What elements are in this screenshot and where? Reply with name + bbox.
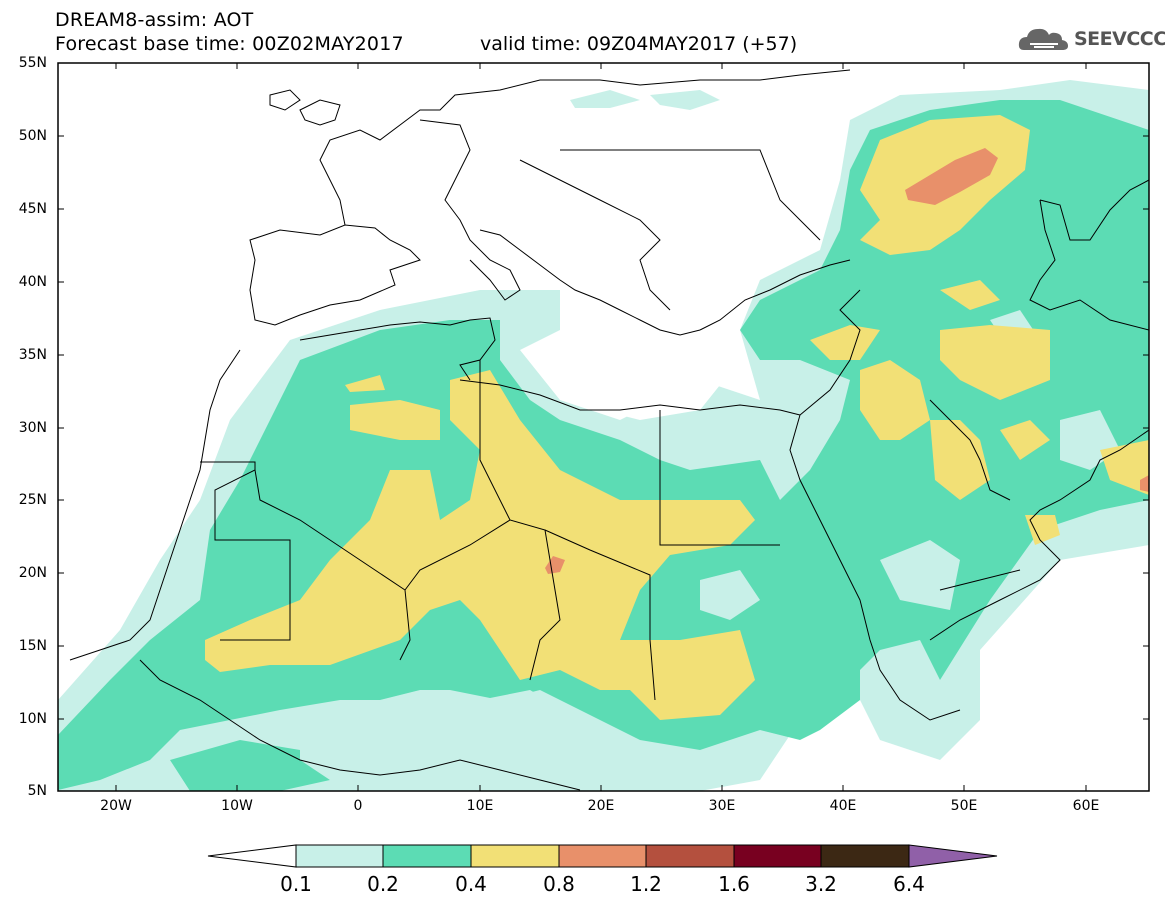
lat-label-35n: 35N [18, 347, 47, 363]
lat-label-20n: 20N [18, 565, 47, 581]
lon-label-20e: 20E [587, 798, 615, 814]
colorbar-label-0.2: 0.2 [367, 872, 399, 896]
colorbar [207, 844, 998, 868]
logo-text: SEEVCCC [1074, 28, 1165, 50]
lon-label-20w: 20W [100, 798, 132, 814]
aot-contour-0.4 [205, 370, 755, 720]
colorbar-label-0.8: 0.8 [543, 872, 575, 896]
lon-label-0: 0 [353, 798, 363, 814]
lon-label-10e: 10E [466, 798, 494, 814]
lon-label-40e: 40E [829, 798, 857, 814]
colorbar-bin-6 [733, 844, 822, 868]
lon-label-60e: 60E [1072, 798, 1100, 814]
lon-label-10w: 10W [221, 798, 253, 814]
forecast-base-time: Forecast base time: 00Z02MAY2017 [55, 33, 404, 55]
valid-time: valid time: 09Z04MAY2017 (+57) [480, 33, 798, 55]
colorbar-label-0.4: 0.4 [455, 872, 487, 896]
map-title: DREAM8-assim: AOT [55, 9, 254, 31]
colorbar-label-1.2: 1.2 [630, 872, 662, 896]
aot-field [58, 63, 1149, 791]
lat-label-10n: 10N [18, 711, 47, 727]
colorbar-bin-1 [295, 844, 384, 868]
cloud-icon [1018, 28, 1068, 50]
colorbar-above-triangle [908, 844, 998, 868]
lat-label-25n: 25N [18, 492, 47, 508]
colorbar-label-6.4: 6.4 [893, 872, 925, 896]
colorbar-label-3.2: 3.2 [805, 872, 837, 896]
colorbar-below-triangle [207, 844, 297, 868]
coastlines [69, 69, 1149, 791]
lat-label-30n: 30N [18, 420, 47, 436]
colorbar-bin-5 [645, 844, 735, 868]
lon-label-30e: 30E [708, 798, 736, 814]
lon-label-50e: 50E [950, 798, 978, 814]
lat-label-15n: 15N [18, 638, 47, 654]
colorbar-bin-3 [470, 844, 560, 868]
lat-label-50n: 50N [18, 128, 47, 144]
colorbar-bin-7 [820, 844, 910, 868]
seevccc-logo: SEEVCCC [1018, 22, 1165, 56]
aot-contour-0.8 [905, 148, 998, 205]
map-frame [57, 62, 1150, 792]
colorbar-label-0.1: 0.1 [280, 872, 312, 896]
colorbar-label-1.6: 1.6 [718, 872, 750, 896]
lat-label-55n: 55N [18, 55, 47, 71]
map-ticks [58, 63, 1149, 791]
colorbar-bin-4 [558, 844, 647, 868]
lat-label-45n: 45N [18, 201, 47, 217]
colorbar-bin-2 [382, 844, 472, 868]
lat-label-5n: 5N [27, 783, 47, 799]
lat-label-40n: 40N [18, 274, 47, 290]
